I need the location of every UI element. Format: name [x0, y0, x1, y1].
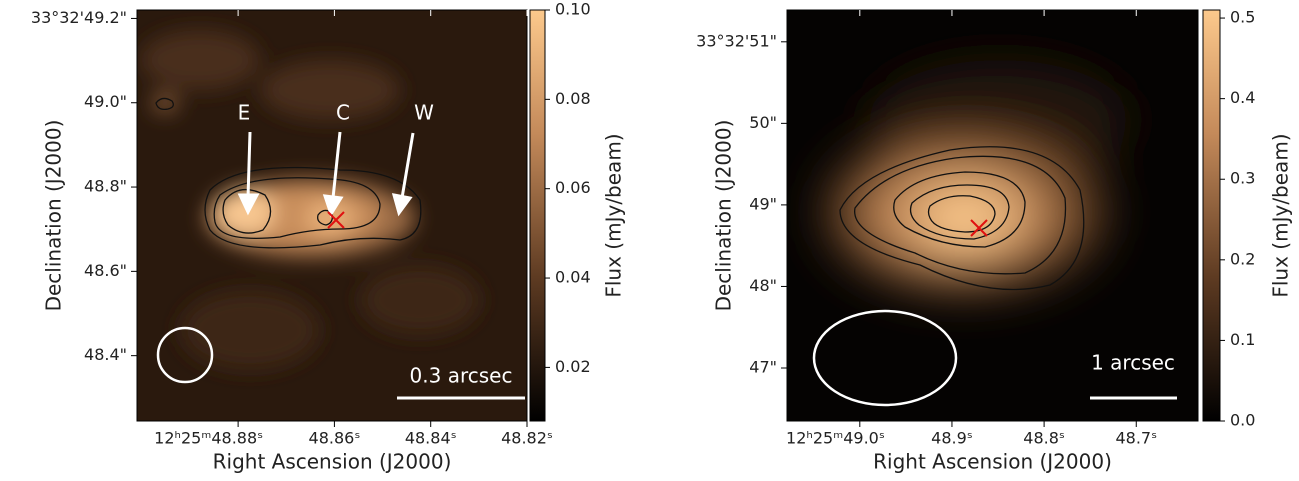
colorbar-title: Flux (mJy/beam): [1269, 133, 1293, 297]
x-tick-label: 12ʰ25ᵐ49.0ˢ: [786, 429, 885, 448]
y-tick-label: 48.6": [84, 261, 127, 280]
x-tick-label: 48.7ˢ: [1115, 429, 1157, 448]
x-tick-label: 48.84ˢ: [405, 429, 457, 448]
y-tick-label: 48": [749, 276, 777, 295]
colorbar-tick-label: 0.06: [555, 178, 591, 197]
colorbar-tick-label: 0.2: [1230, 249, 1255, 268]
colorbar-tick-label: 0.3: [1230, 169, 1255, 188]
x-tick-label: 12ʰ25ᵐ48.88ˢ: [154, 429, 263, 448]
annotation: C: [336, 101, 350, 125]
colorbar-tick-label: 0.02: [555, 357, 591, 376]
x-axis-title: Right Ascension (J2000): [873, 450, 1112, 474]
colorbar-tick-label: 0.1: [1230, 330, 1255, 349]
colorbar: [530, 10, 545, 421]
y-tick-label: 48.4": [84, 345, 127, 364]
scale-bar-label: 0.3 arcsec: [410, 364, 513, 388]
annotation: W: [414, 101, 434, 125]
scale-bar-label: 1 arcsec: [1091, 351, 1175, 375]
colorbar-tick-label: 0.08: [555, 89, 591, 108]
y-tick-label: 47": [749, 357, 777, 376]
figure: 12ʰ25ᵐ48.88ˢ 48.86ˢ 48.84ˢ 48.82ˢ 33°32'49.2…: [0, 0, 1299, 481]
colorbar-tick-label: 0.4: [1230, 88, 1255, 107]
colorbar-title: Flux (mJy/beam): [602, 133, 626, 297]
colorbar-tick-label: 0.5: [1230, 8, 1255, 27]
colorbar-tick-label: 0.0: [1230, 411, 1255, 430]
colorbar-tick-label: 0.04: [555, 268, 591, 287]
annotation: E: [238, 101, 251, 125]
y-axis-title: Declination (J2000): [712, 120, 736, 312]
y-tick-label: 33°32'49.2": [31, 8, 127, 27]
y-tick-label: 50": [749, 113, 777, 132]
image-panel: [137, 10, 527, 421]
x-tick-label: 48.82ˢ: [501, 429, 553, 448]
colorbar: [1203, 10, 1220, 421]
x-axis-title: Right Ascension (J2000): [213, 450, 452, 474]
x-tick-label: 48.86ˢ: [309, 429, 361, 448]
y-axis-title: Declination (J2000): [42, 120, 66, 312]
x-tick-label: 48.9ˢ: [931, 429, 973, 448]
y-tick-label: 49": [749, 194, 777, 213]
x-tick-label: 48.8ˢ: [1023, 429, 1065, 448]
y-tick-label: 33°32'51": [696, 31, 777, 50]
y-tick-label: 48.8": [84, 177, 127, 196]
colorbar-tick-label: 0.10: [555, 0, 591, 19]
y-tick-label: 49.0": [84, 92, 127, 111]
